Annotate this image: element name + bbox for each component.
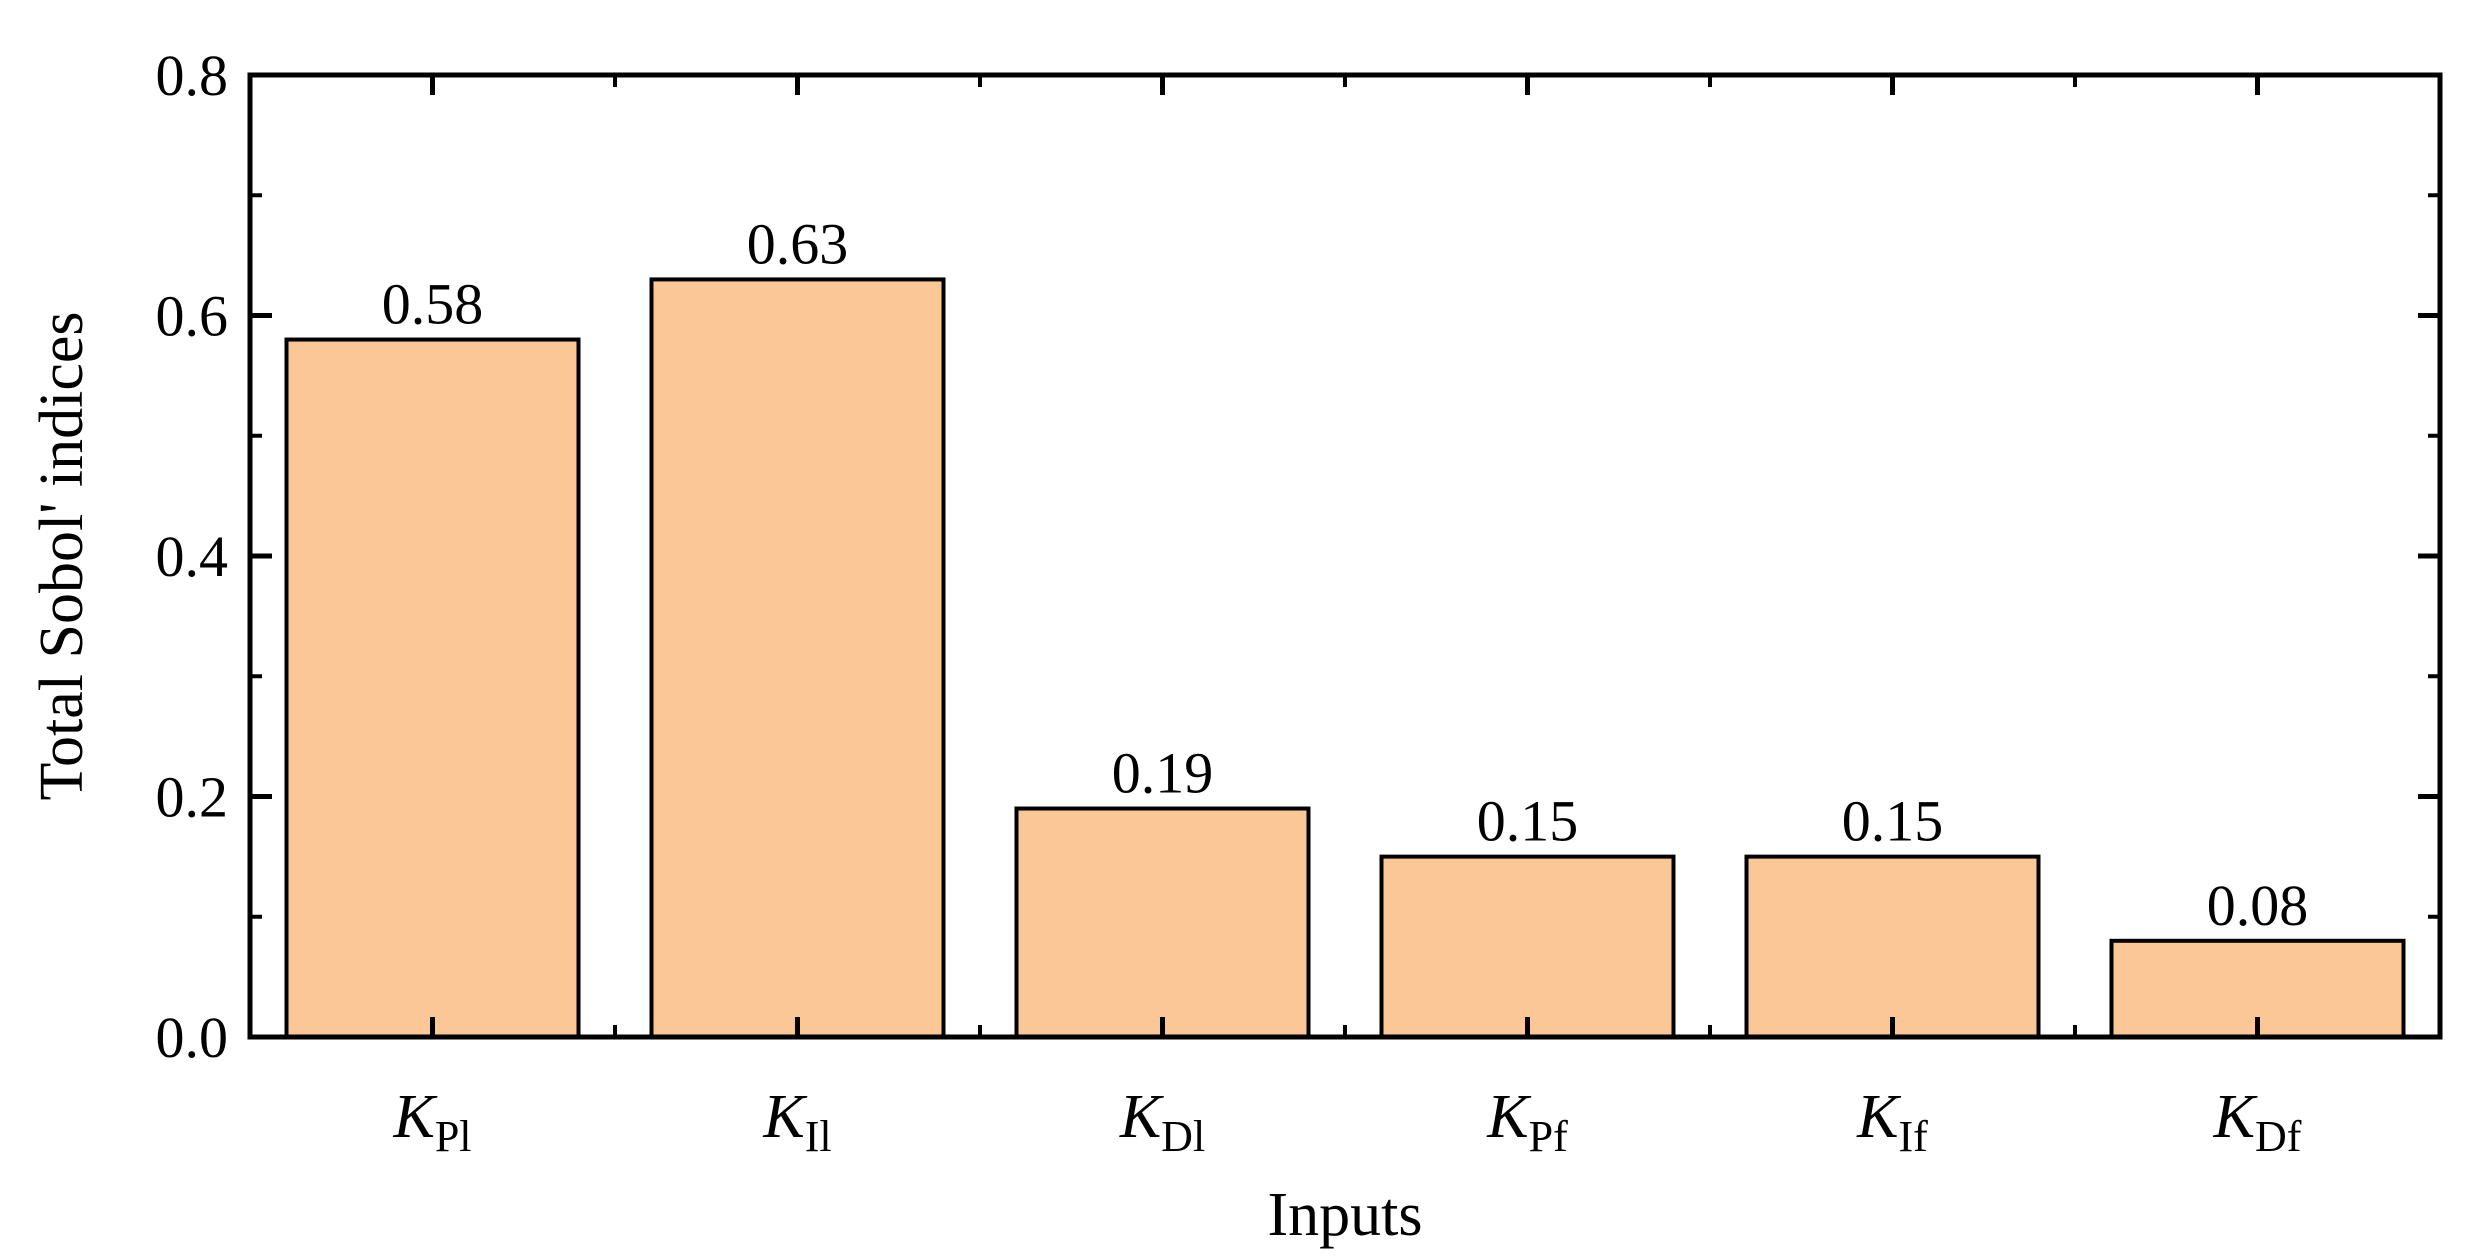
y-tick-label: 0.6	[156, 284, 229, 349]
bar-dl	[1014, 806, 1311, 1040]
y-tick-label: 0.8	[156, 43, 229, 108]
x-tick-label-pl: KPl	[392, 1083, 471, 1161]
x-axis: KPl KIl KDl KPf KIf KDf	[392, 75, 2302, 1161]
bar-il	[649, 277, 946, 1039]
bar-pf	[1379, 854, 1676, 1039]
x-axis-title: Inputs	[1268, 1181, 1423, 1249]
data-label-pf: 0.15	[1477, 789, 1579, 854]
data-label-il: 0.63	[747, 211, 849, 276]
x-tick-label-dl: KDl	[1119, 1083, 1205, 1161]
x-tick-label-df: KDf	[2213, 1083, 2302, 1161]
bar-if	[1744, 854, 2041, 1039]
bar-pl	[284, 337, 581, 1039]
y-tick-label: 0.2	[156, 765, 229, 830]
y-tick-label: 0.4	[156, 524, 229, 589]
data-label-df: 0.08	[2207, 873, 2309, 938]
x-tick-label-il: KIl	[762, 1083, 831, 1161]
data-label-dl: 0.19	[1112, 741, 1214, 806]
y-axis: 0.0 0.2 0.4 0.6 0.8	[156, 43, 2440, 1070]
bars-group	[284, 277, 2406, 1040]
x-tick-label-pf: KPf	[1486, 1083, 1568, 1161]
data-labels-group: 0.58 0.63 0.19 0.15 0.15 0.08	[382, 211, 2309, 937]
data-label-if: 0.15	[1842, 789, 1944, 854]
y-axis-title: Total Sobol' indices	[28, 311, 96, 800]
y-tick-label: 0.0	[156, 1005, 229, 1070]
data-label-pl: 0.58	[382, 272, 484, 337]
x-tick-label-if: KIf	[1856, 1083, 1928, 1161]
